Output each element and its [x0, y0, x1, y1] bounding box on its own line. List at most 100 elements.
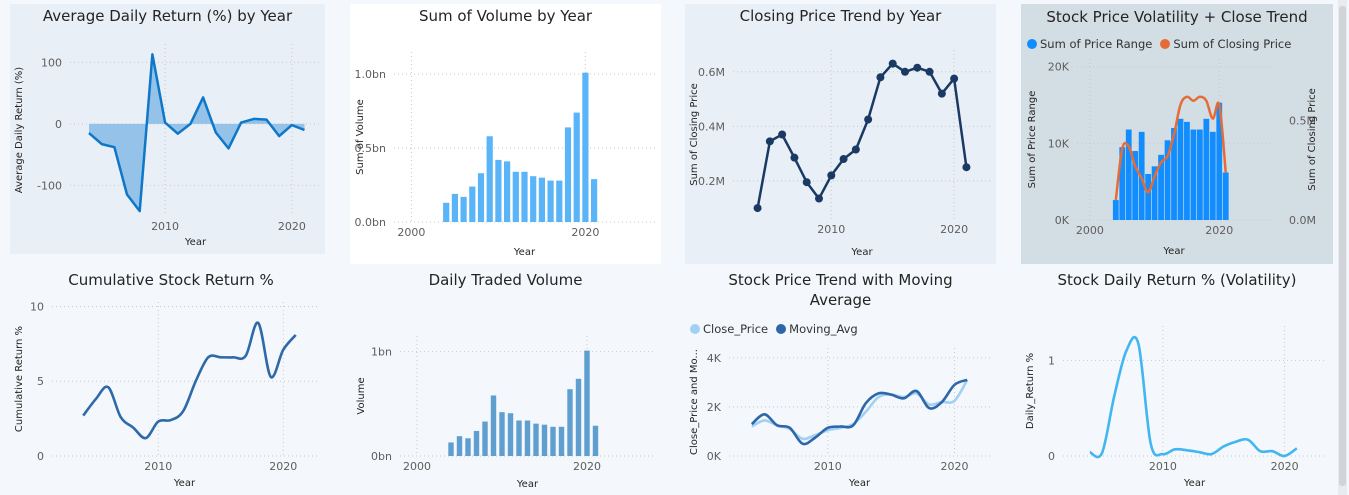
price-moving-average-chart[interactable]: 4K 2K 0K 2010 2020 Year Close_Price and Mo... S… [685, 266, 996, 495]
bar [567, 389, 573, 456]
data-point [802, 178, 811, 187]
legend-dot-icon [1027, 39, 1037, 49]
data-point [925, 67, 934, 76]
bar [1209, 131, 1216, 220]
x-tick-label: 2020 [1205, 224, 1233, 237]
bar [1177, 118, 1184, 220]
bar [1222, 172, 1229, 220]
legend-dot-icon [1160, 39, 1171, 49]
data-point [913, 63, 922, 72]
data-point [851, 145, 860, 154]
bar [1190, 129, 1197, 220]
y-tick-label: 5 [37, 375, 44, 388]
bar [1125, 129, 1132, 220]
bar [558, 426, 565, 456]
bar [1184, 121, 1190, 220]
data-point [827, 171, 836, 180]
bar [573, 112, 580, 222]
closing-price-trend-chart[interactable]: 0.6M 0.4M 0.2M 2010 2020 Year Sum of Closing P… [685, 4, 996, 264]
scrollbar-thumb[interactable] [1339, 6, 1346, 486]
y-axis-title: Volume [356, 377, 367, 414]
daily-return-volatility-chart[interactable]: 1 0 2010 2020 Year Daily_Return % Stock Daily … [1021, 266, 1333, 495]
x-tick-label: 2020 [1271, 460, 1299, 473]
x-tick-label: 2000 [403, 460, 431, 473]
x-tick-label: 2010 [151, 220, 179, 233]
chart-title: Closing Price Trend by Year [739, 7, 942, 25]
bar [465, 438, 471, 456]
data-point [815, 194, 823, 203]
cumulative-return-chart[interactable]: 10 5 0 2010 2020 Year Cumulative Return % Cumul… [10, 266, 332, 495]
chart-title: Stock Price Trend with Moving Average [728, 271, 953, 309]
series-line [751, 379, 969, 441]
bar [1119, 147, 1126, 220]
bar [451, 193, 458, 222]
x-tick-label: 2020 [571, 226, 599, 239]
x-axis-title: Year [1162, 246, 1185, 257]
data-point [888, 59, 897, 68]
series-line [750, 378, 968, 446]
y-tick-label: 100 [41, 56, 62, 69]
y-tick-label: 1bn [371, 346, 392, 359]
x-tick-label: 2010 [1149, 460, 1177, 473]
bar [575, 378, 582, 456]
data-point [790, 153, 799, 162]
y-tick-label: 10 [30, 300, 44, 313]
x-tick-label: 2020 [573, 460, 601, 473]
chart-title: Sum of Volume by Year [418, 7, 593, 25]
y-axis-title: Sum of Volume [355, 99, 366, 175]
bar [473, 430, 480, 456]
sum-of-volume-chart[interactable]: 1.0bn 0.5bn 0.0bn 2000 2020 Year Sum of Volume… [350, 4, 661, 264]
bar [1196, 129, 1203, 220]
legend-item-price-range[interactable]: Sum of Price Range [1027, 37, 1152, 51]
bar [469, 186, 476, 222]
bar [591, 179, 598, 222]
data-point [901, 67, 909, 76]
data-point [765, 137, 774, 146]
chart-legend: Close_Price Moving_Avg [690, 322, 858, 336]
chart-svg: 0.6M 0.4M 0.2M 2010 2020 Year Sum of Closing P… [689, 50, 991, 258]
legend-item-closing-price[interactable]: Sum of Closing Price [1160, 37, 1291, 51]
x-tick-label: 2000 [1076, 224, 1104, 237]
bar [486, 136, 493, 222]
bar [530, 176, 537, 222]
y2-tick-label: 0.5M [1289, 115, 1316, 128]
x-tick-label: 2010 [814, 460, 842, 473]
series-line [756, 62, 968, 209]
y-axis-title: Sum of Price Range [1027, 91, 1038, 189]
bar [564, 127, 572, 222]
bar [582, 72, 589, 223]
y-tick-label: 4K [707, 352, 722, 365]
y-tick-label: 0.0bn [355, 216, 386, 229]
bar [556, 180, 563, 222]
y-tick-label: 0.5bn [355, 142, 386, 155]
x-tick-label: 2010 [817, 223, 845, 236]
bar [538, 177, 545, 222]
data-point [937, 89, 946, 98]
bar [507, 413, 514, 456]
legend-item-close-price[interactable]: Close_Price [690, 322, 768, 336]
y-tick-label: 0.4M [698, 120, 725, 133]
bar [541, 424, 548, 456]
legend-dot-icon [690, 324, 700, 334]
bar [495, 159, 502, 222]
bar [1164, 140, 1171, 220]
y-tick-label: 2K [707, 401, 722, 414]
bar [1171, 128, 1177, 220]
avg-daily-return-chart[interactable]: 100 0 -100 2010 2020 Year Average Daily Return… [10, 4, 325, 254]
y2-axis-title: Sum of Closing Price [1307, 88, 1318, 191]
volatility-close-trend-chart[interactable]: 20K 10K 0K 2000 2020 0.5M 0.0M Year Sum of Price… [1021, 4, 1333, 264]
daily-traded-volume-chart[interactable]: 1bn 0bn 2000 2020 Year Volume Daily Traded Vol… [350, 266, 661, 495]
y-axis-title: Average Daily Return (%) [14, 67, 25, 193]
x-axis-title: Year [173, 478, 196, 489]
chart-svg: 10 5 0 2010 2020 Year Cumulative Return % [14, 300, 317, 489]
chart-legend: Sum of Price Range Sum of Closing Price [1027, 37, 1291, 51]
bar [1145, 174, 1152, 220]
x-axis-title: Year [184, 237, 207, 248]
x-axis-title: Year [513, 247, 536, 258]
x-tick-label: 2020 [940, 223, 968, 236]
bar [547, 180, 554, 222]
chart-svg: 1.0bn 0.5bn 0.0bn 2000 2020 Year Sum of Volume [355, 52, 655, 258]
bar [1132, 151, 1139, 220]
legend-item-moving-avg[interactable]: Moving_Avg [776, 322, 858, 336]
y-tick-label: 0 [37, 450, 44, 463]
